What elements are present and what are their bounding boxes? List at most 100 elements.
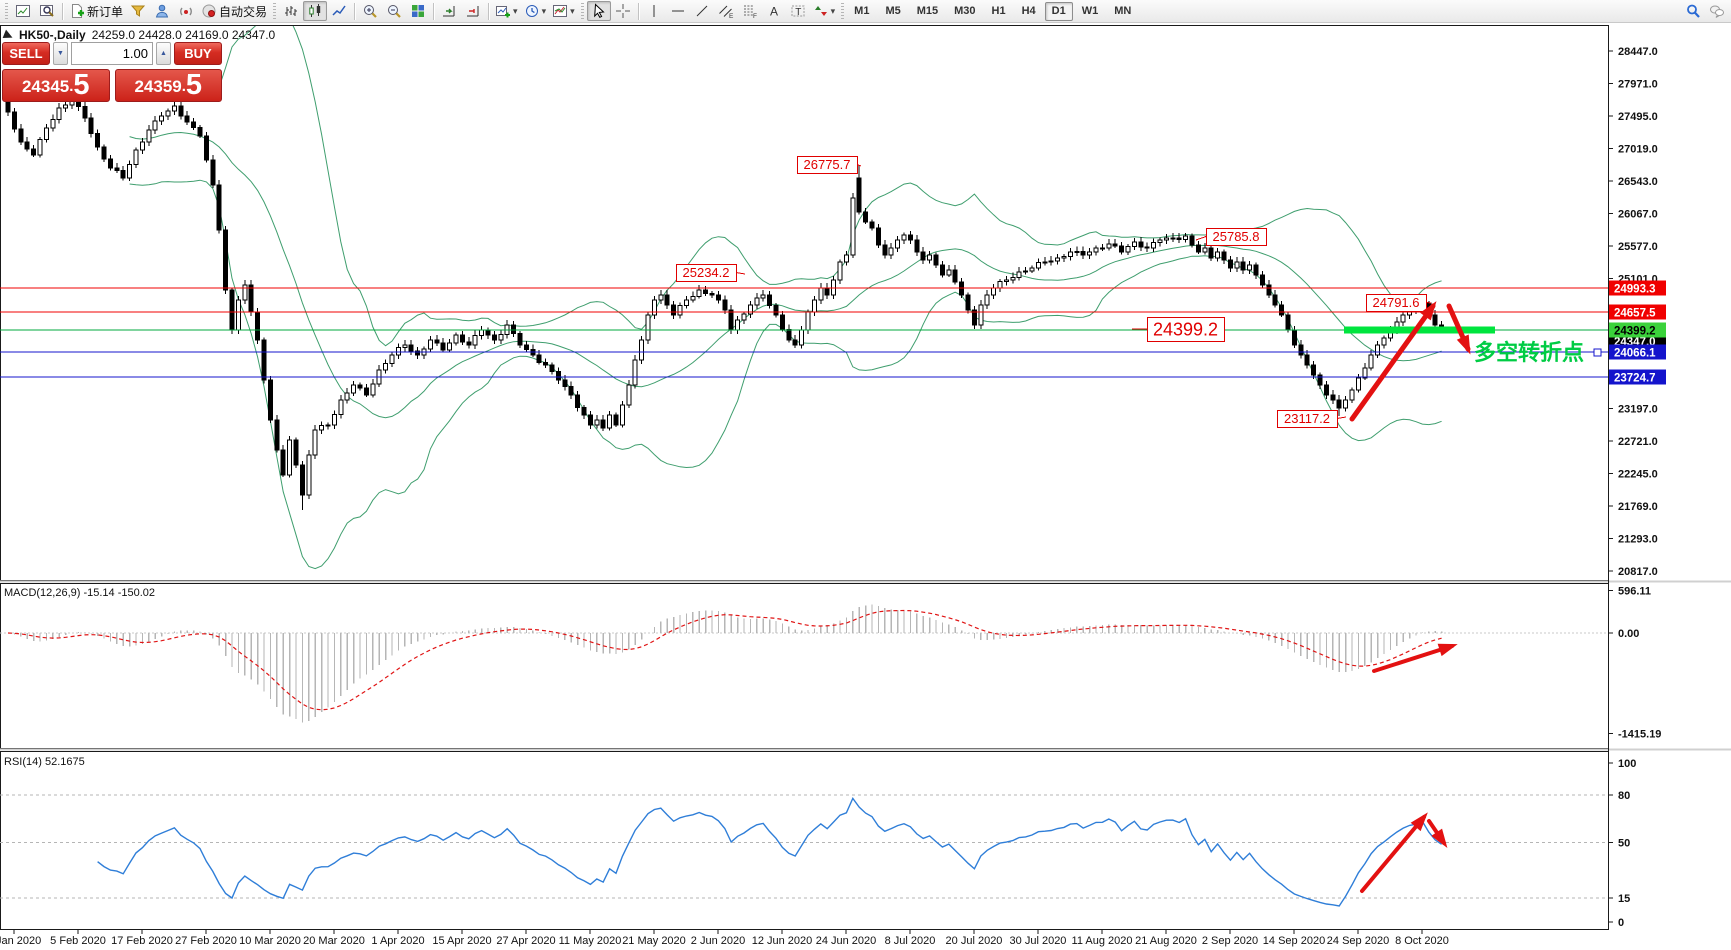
profiles-button[interactable]: [35, 1, 59, 21]
line-chart-button[interactable]: [327, 1, 351, 21]
price-tick: 27495.0: [1618, 111, 1658, 123]
price-tick: 27019.0: [1618, 144, 1658, 156]
timeframe-w1[interactable]: W1: [1075, 2, 1106, 21]
svg-text:T: T: [795, 7, 801, 18]
date-tick: 5 Feb 2020: [50, 935, 106, 947]
timeframe-m1[interactable]: M1: [847, 2, 876, 21]
timeframe-m5[interactable]: M5: [878, 2, 907, 21]
auto-scroll-button[interactable]: [437, 1, 461, 21]
label-tool-button[interactable]: T: [786, 1, 810, 21]
zoom-in-button[interactable]: [358, 1, 382, 21]
pane-frames: [0, 25, 1731, 950]
horizontal-line-icon: [671, 10, 684, 12]
clock-icon: [525, 5, 538, 17]
sell-price-frac: 5: [73, 69, 90, 101]
svg-text:23724.7: 23724.7: [1614, 373, 1656, 385]
date-tick: 14 Sep 2020: [1263, 935, 1325, 947]
vline-tool-button[interactable]: [642, 1, 666, 21]
tile-windows-icon: [412, 5, 425, 17]
svg-text:26775.7: 26775.7: [804, 157, 851, 172]
volume-up-button[interactable]: ▲: [156, 42, 171, 65]
price-tick: 23197.0: [1618, 404, 1658, 416]
price-callout[interactable]: 25785.8: [1195, 228, 1267, 246]
separator: [354, 2, 356, 20]
tile-windows-button[interactable]: [406, 1, 430, 21]
trendline-tool-button[interactable]: [690, 1, 714, 21]
hline-tool-button[interactable]: [666, 1, 690, 21]
timeframe-h4[interactable]: H4: [1015, 2, 1043, 21]
timeframe-h1[interactable]: H1: [985, 2, 1013, 21]
chart-shift-icon: [467, 6, 479, 17]
sell-button[interactable]: SELL: [2, 42, 50, 65]
new-order-button[interactable]: 新订单: [66, 1, 126, 21]
dropdown-caret: ▾: [541, 5, 547, 16]
chart-shift-button[interactable]: [461, 1, 485, 21]
price-tag: 24066.1: [1609, 344, 1666, 360]
search-button[interactable]: [1681, 1, 1705, 21]
indicators-button[interactable]: ▾: [492, 1, 521, 21]
signal-icon: [180, 7, 192, 16]
price-callout[interactable]: 26775.7: [797, 156, 862, 174]
chat-button[interactable]: [1705, 1, 1729, 21]
sell-price-display[interactable]: 24345. 5: [2, 69, 110, 102]
cursor-tool-button[interactable]: [586, 1, 611, 21]
chart-objects[interactable]: [0, 287, 1608, 378]
buy-price-display[interactable]: 24359. 5: [114, 69, 222, 102]
price-tick: 27971.0: [1618, 79, 1658, 91]
date-tick: 20 Mar 2020: [303, 935, 365, 947]
date-tick: 17 Feb 2020: [111, 935, 173, 947]
new-chart-button[interactable]: [11, 1, 35, 21]
timeframe-d1[interactable]: D1: [1044, 1, 1073, 21]
signals-button[interactable]: [174, 1, 198, 21]
crosshair-tool-button[interactable]: [611, 1, 635, 21]
macd-overlay: 596.11 0.00 -1415.19 MACD(12,26,9) -15.14 -…: [4, 586, 1661, 741]
separator: [637, 2, 639, 20]
autotrading-icon: [202, 4, 216, 18]
accounts-button[interactable]: [150, 1, 174, 21]
annotations[interactable]: 多空转折点: [1349, 301, 1584, 422]
price-callout[interactable]: 23117.2: [1277, 410, 1347, 428]
arrows-tool-button[interactable]: ▾: [810, 1, 839, 21]
collapse-triangle-icon[interactable]: [2, 29, 15, 41]
svg-text:多空转折点: 多空转折点: [1474, 340, 1584, 365]
cursor-icon: [593, 3, 605, 18]
buy-price-dot: .: [181, 78, 186, 95]
timeframe-mn[interactable]: MN: [1107, 2, 1138, 21]
vertical-line-icon: [653, 5, 655, 17]
volume-input[interactable]: [71, 42, 153, 65]
fibonacci-tool-button[interactable]: F: [738, 1, 762, 21]
volume-down-button[interactable]: ▼: [53, 42, 68, 65]
zoom-out-icon: [388, 5, 401, 18]
price-callout[interactable]: 24399.2: [1132, 317, 1225, 342]
timeframe-m15[interactable]: M15: [910, 2, 945, 21]
price-tick: 22245.0: [1618, 469, 1658, 481]
toolbar-grip[interactable]: [841, 3, 845, 19]
toolbar-grip[interactable]: [5, 3, 8, 19]
window-magnifier-icon: [40, 5, 54, 17]
price-callout[interactable]: 24791.6: [1366, 294, 1432, 312]
timeframe-bar: M1 M5 M15 M30 H1 H4 D1 W1 MN: [847, 1, 1138, 21]
macd-pane: [0, 604, 1608, 723]
templates-button[interactable]: ▾: [549, 1, 578, 21]
price-callout[interactable]: 25234.2: [676, 264, 746, 282]
svg-text:24993.3: 24993.3: [1614, 284, 1656, 296]
funnel-button[interactable]: [126, 1, 150, 21]
toolbar-grip[interactable]: [580, 3, 584, 19]
date-tick: 10 Mar 2020: [239, 935, 301, 947]
periods-button[interactable]: ▾: [521, 1, 550, 21]
svg-text:0.00: 0.00: [1618, 628, 1639, 640]
bar-chart-button[interactable]: [279, 1, 303, 21]
buy-button[interactable]: BUY: [174, 42, 222, 65]
zoom-out-button[interactable]: [382, 1, 406, 21]
timeframe-m30[interactable]: M30: [947, 2, 982, 21]
toolbar-grip[interactable]: [273, 3, 277, 19]
candlestick-chart-button[interactable]: [303, 1, 328, 21]
autotrading-button[interactable]: 自动交易: [198, 1, 270, 21]
zoom-in-icon: [364, 5, 377, 18]
channel-tool-button[interactable]: E: [714, 1, 738, 21]
auto-scroll-icon: [443, 6, 455, 17]
text-tool-button[interactable]: A: [762, 1, 786, 21]
line-chart-icon: [332, 5, 346, 16]
